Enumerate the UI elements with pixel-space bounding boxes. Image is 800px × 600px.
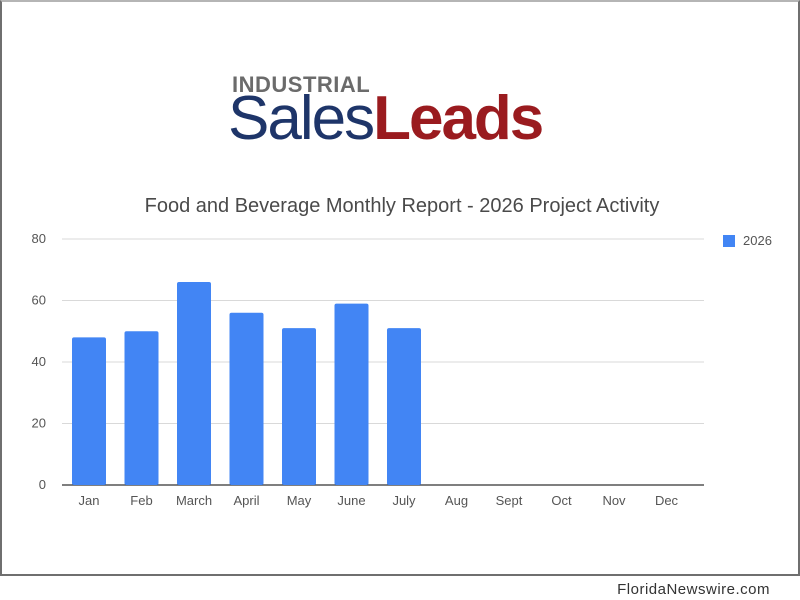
x-tick-label: July <box>392 493 416 508</box>
gridlines <box>62 238 704 486</box>
y-axis-ticks: 0 20 40 60 80 <box>32 231 46 492</box>
x-axis-ticks: Jan Feb March April May June July Aug Sept Oct Nov… <box>79 493 679 508</box>
x-tick-label: Oct <box>551 493 572 508</box>
legend: 2026 <box>723 233 772 248</box>
legend-label: 2026 <box>743 233 772 248</box>
legend-swatch <box>723 234 735 247</box>
x-tick-label: Feb <box>130 493 152 508</box>
logo-leads-text: Leads <box>373 84 544 153</box>
y-tick-label: 80 <box>32 231 46 246</box>
x-tick-label: Jan <box>79 493 100 508</box>
x-tick-label: Dec <box>655 493 679 508</box>
bars <box>72 282 421 485</box>
bar-may <box>282 328 316 485</box>
logo-main-text: SalesLeads <box>228 88 544 150</box>
logo-sales-text: Sales <box>228 84 375 153</box>
bar-june <box>334 303 369 485</box>
x-tick-label: Nov <box>602 493 626 508</box>
chart-title: Food and Beverage Monthly Report - 2026 … <box>144 195 660 217</box>
bar-july <box>387 328 421 485</box>
bar-chart: 0 20 40 60 80 Jan Feb March April May June July Aug… <box>32 231 704 508</box>
industrial-sales-leads-logo: INDUSTRIAL SalesLeads <box>228 74 558 154</box>
image-frame: INDUSTRIAL SalesLeads Food and Beverage … <box>0 0 800 576</box>
x-tick-label: Sept <box>496 493 523 508</box>
y-tick-label: 0 <box>39 477 46 492</box>
watermark-text: FloridaNewswire.com <box>617 581 770 598</box>
bar-jan <box>72 337 106 485</box>
y-tick-label: 40 <box>32 354 46 369</box>
y-tick-label: 20 <box>32 416 46 431</box>
x-tick-label: March <box>176 493 212 508</box>
x-tick-label: June <box>337 493 365 508</box>
y-tick-label: 60 <box>32 293 46 308</box>
bar-feb <box>124 331 159 485</box>
x-tick-label: April <box>233 493 259 508</box>
logo-top-text: INDUSTRIAL <box>232 72 371 97</box>
bar-april <box>229 312 264 485</box>
x-tick-label: Aug <box>445 493 468 508</box>
bar-march <box>177 282 211 485</box>
x-tick-label: May <box>287 493 312 508</box>
